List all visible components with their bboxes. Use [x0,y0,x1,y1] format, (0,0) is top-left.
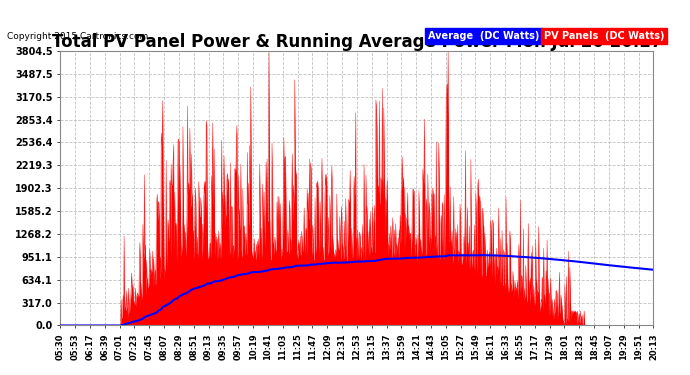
Text: Copyright 2015 Cartronics.com: Copyright 2015 Cartronics.com [7,32,148,41]
Text: PV Panels  (DC Watts): PV Panels (DC Watts) [544,31,664,41]
Title: Total PV Panel Power & Running Average Power Mon Jul 20 20:27: Total PV Panel Power & Running Average P… [52,33,662,51]
Text: Average  (DC Watts): Average (DC Watts) [428,31,540,41]
